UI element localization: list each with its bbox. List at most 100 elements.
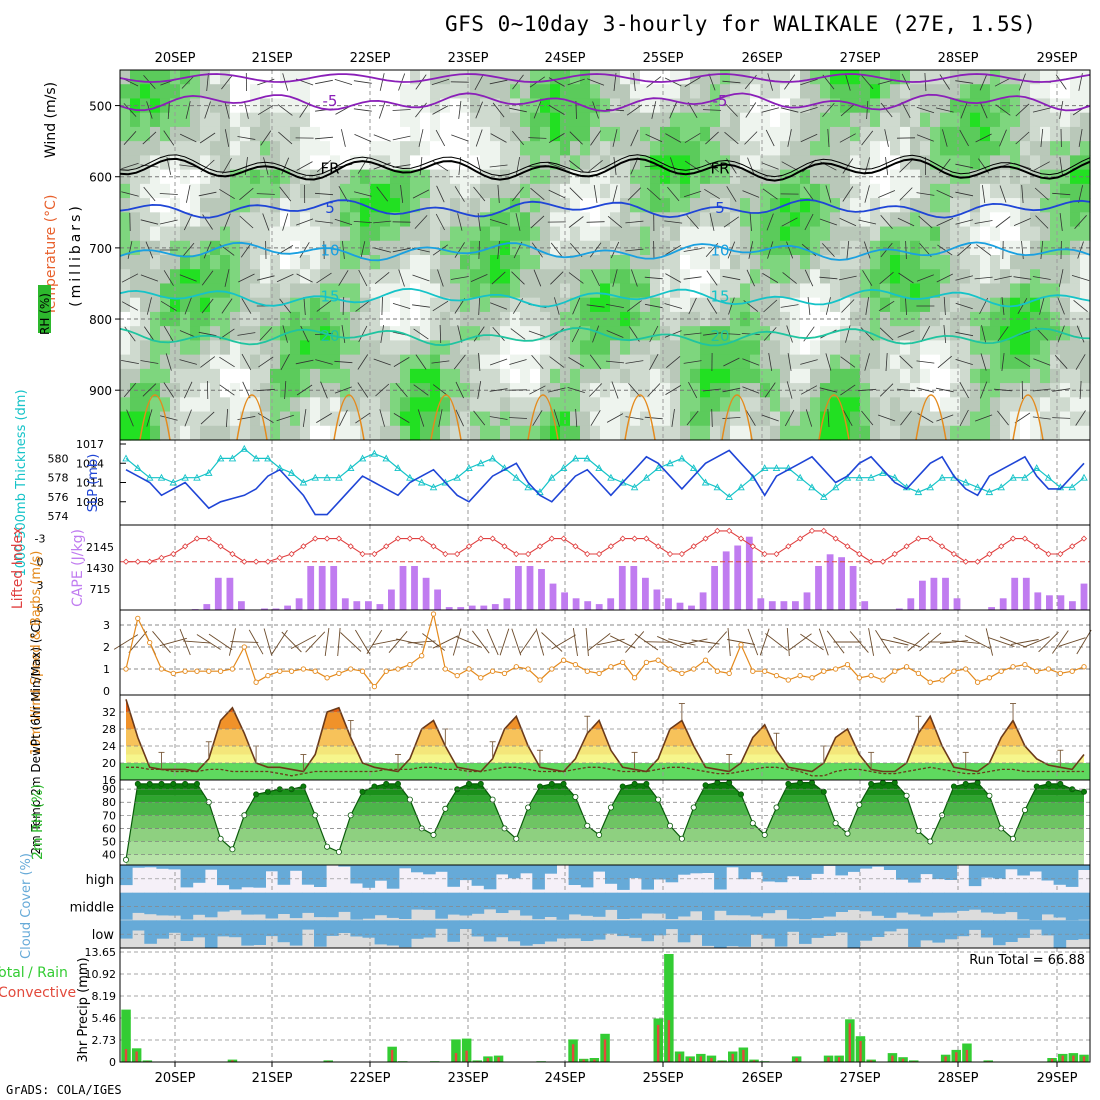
rh-cell [310, 283, 321, 299]
rh-cell [370, 283, 381, 299]
rh-cell [590, 326, 601, 341]
rh-cell [670, 255, 681, 270]
rh-cell [470, 340, 481, 356]
rh-cell [1040, 183, 1051, 199]
rh-cell [670, 126, 681, 142]
rh-cell [910, 98, 921, 114]
rh-cell [840, 169, 851, 185]
point-wind [572, 661, 579, 668]
rh-cell [750, 354, 761, 370]
wind-barb-10m [572, 628, 578, 656]
rh-cell [1050, 112, 1061, 128]
rh-cell [640, 84, 651, 100]
rh-cell [780, 141, 791, 156]
rh-cell [280, 155, 291, 171]
wind-barb [1032, 388, 1051, 392]
rh-cell [320, 70, 331, 85]
rh-cell [1000, 212, 1011, 228]
rh-cell [920, 141, 931, 156]
rh-cell [840, 340, 851, 356]
wind-barb [184, 409, 192, 427]
rh-cell [150, 340, 161, 356]
wind-barb [880, 214, 893, 230]
rh-cell [1030, 126, 1041, 142]
bar-cape [665, 598, 672, 610]
wind-barb [665, 244, 682, 256]
rh-cell [150, 297, 161, 313]
cloud-cell [471, 892, 485, 914]
rh-cell [120, 183, 131, 199]
wind-barb [1052, 388, 1071, 392]
rh-cell [330, 141, 341, 156]
point-thickness [453, 473, 461, 481]
rh-cell [370, 84, 381, 100]
rh-cell [890, 397, 901, 413]
rh-cell [620, 297, 631, 313]
point-rh [1021, 807, 1028, 814]
rh-cell [320, 198, 331, 213]
rh-cell [940, 141, 951, 156]
cloud-cell [932, 920, 945, 943]
rh-cell [790, 198, 801, 213]
rh-cell [570, 411, 581, 427]
rh-cell [300, 141, 311, 156]
rh-cell [1080, 141, 1091, 156]
rh-cell [560, 411, 571, 427]
rh-cell [1020, 368, 1031, 384]
rh-cell [150, 226, 161, 242]
point-li [844, 543, 851, 550]
date-label-bottom: 27SEP [840, 1071, 881, 1086]
bar-cape [411, 566, 418, 610]
rh-cell [720, 84, 731, 100]
rh-cell [760, 340, 771, 356]
y-tick-label-rh: 60 [102, 822, 116, 835]
rh-cell [650, 269, 661, 285]
rh-cell [280, 112, 291, 128]
rh-cell [320, 283, 331, 299]
rh-cell [480, 411, 491, 427]
rh-cell [270, 340, 281, 356]
rh-cell [180, 397, 191, 413]
wind-barb [897, 330, 915, 338]
wind-barb [184, 297, 192, 315]
wind-barb [395, 382, 408, 398]
rh-cell [600, 397, 611, 413]
rh-cell [240, 368, 251, 384]
wind-barb [683, 276, 702, 280]
rh-cell [670, 397, 681, 413]
rh-cell [260, 226, 271, 242]
y-tick-label-cape: 1430 [86, 562, 114, 575]
cloud-cell [762, 865, 776, 882]
wind-barb [630, 129, 639, 147]
rh-cell [720, 70, 731, 85]
rh-cell [280, 411, 291, 427]
y-axis-label-level: (millibars) [68, 203, 84, 307]
wind-barb [457, 325, 463, 343]
wind-barb [316, 272, 332, 284]
contour-line-warm [139, 394, 171, 441]
rh-cell [540, 283, 551, 299]
wind-barb [353, 80, 372, 84]
point-thickness [311, 473, 319, 481]
rh-cell [140, 411, 151, 427]
rh-cell [370, 354, 381, 370]
rh-cell [380, 183, 391, 199]
rh-cell [290, 226, 301, 242]
rh-cell [400, 411, 411, 427]
rh-cell [230, 326, 241, 341]
rh-cell [840, 269, 851, 285]
rh-cell [180, 340, 191, 356]
rh-cell [200, 354, 211, 370]
cloud-cell [702, 865, 715, 873]
rh-cell [870, 368, 881, 384]
rh-cell [650, 70, 661, 85]
rh-cell [180, 255, 191, 270]
wind-barb [749, 212, 752, 232]
wind-barb [256, 193, 275, 195]
rh-cell [1030, 411, 1041, 427]
wind-barb-10m [396, 638, 424, 646]
cloud-cell [847, 892, 861, 910]
rh-cell [320, 425, 331, 441]
rh-cell [140, 212, 151, 228]
y-axis-label-group: Cloud Cover (%) [19, 853, 34, 959]
